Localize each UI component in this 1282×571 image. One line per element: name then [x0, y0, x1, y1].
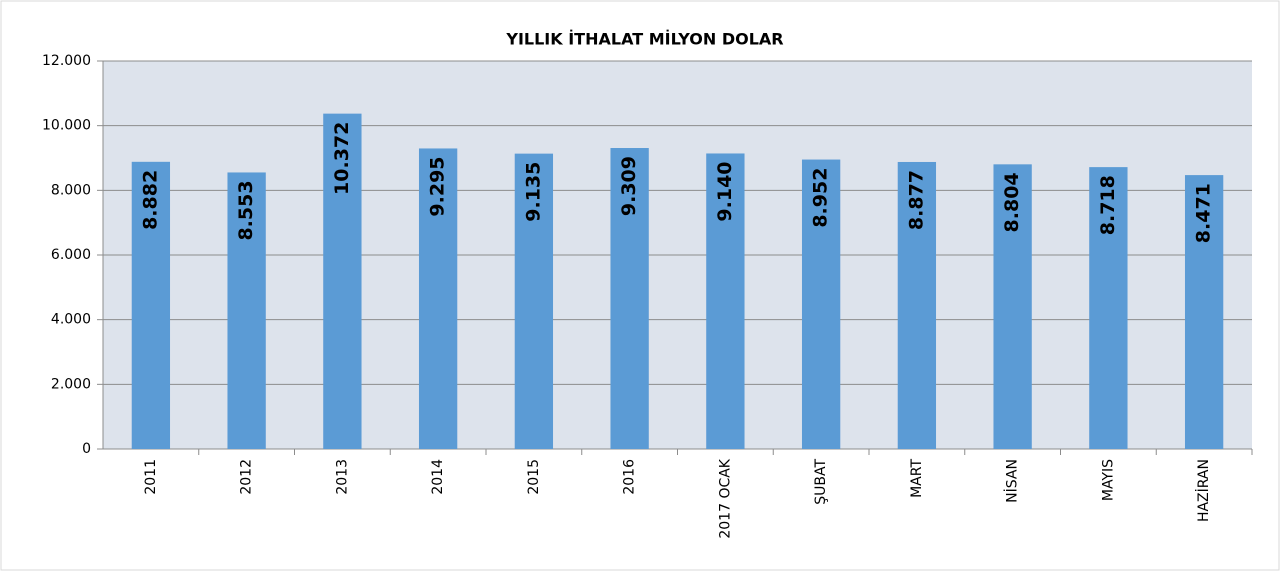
bar	[227, 172, 266, 449]
x-tick-label: 2016	[622, 459, 638, 495]
value-label: 8.952	[810, 168, 832, 228]
bar	[323, 113, 362, 449]
value-label: 9.135	[522, 162, 544, 222]
bar	[610, 148, 649, 449]
bar	[897, 161, 937, 450]
chart-title: YILLIK İTHALAT MİLYON DOLAR	[505, 30, 783, 49]
y-tick-label: 6.000	[51, 247, 91, 263]
value-label: 8.471	[1193, 183, 1215, 243]
bar	[993, 164, 1032, 449]
value-label: 10.372	[331, 122, 353, 195]
y-tick-label: 0	[82, 441, 91, 457]
bar	[514, 153, 554, 449]
x-tick-label: MAYIS	[1100, 459, 1116, 501]
y-tick-label: 8.000	[51, 182, 91, 198]
value-label: 9.309	[618, 156, 640, 216]
bar	[801, 159, 841, 449]
y-tick-label: 4.000	[51, 312, 91, 328]
x-tick-label: 2017 OCAK	[717, 458, 733, 538]
bar	[1089, 167, 1128, 450]
bar	[418, 148, 458, 449]
bar	[131, 161, 171, 449]
value-label: 8.882	[139, 170, 161, 230]
y-tick-label: 12.000	[42, 53, 91, 69]
x-tick-label: HAZİRAN	[1194, 459, 1212, 522]
value-label: 9.295	[427, 156, 449, 216]
value-label: 8.804	[1001, 172, 1023, 232]
value-label: 8.553	[235, 180, 257, 240]
y-tick-label: 10.000	[42, 118, 91, 134]
y-tick-label: 2.000	[51, 376, 91, 392]
x-tick-label: NİSAN	[1003, 459, 1021, 503]
value-label: 8.718	[1097, 175, 1119, 235]
bar	[706, 153, 745, 449]
x-tick-label: 2014	[430, 459, 446, 495]
value-label: 9.140	[714, 161, 736, 221]
value-label: 8.877	[905, 170, 927, 230]
x-tick-label: MART	[909, 459, 925, 498]
x-tick-label: 2015	[526, 459, 542, 495]
x-tick-label: 2011	[143, 459, 159, 495]
bar	[1184, 175, 1224, 449]
x-tick-label: 2012	[239, 459, 255, 495]
x-tick-label: ŞUBAT	[813, 459, 829, 505]
x-tick-label: 2013	[334, 459, 350, 495]
